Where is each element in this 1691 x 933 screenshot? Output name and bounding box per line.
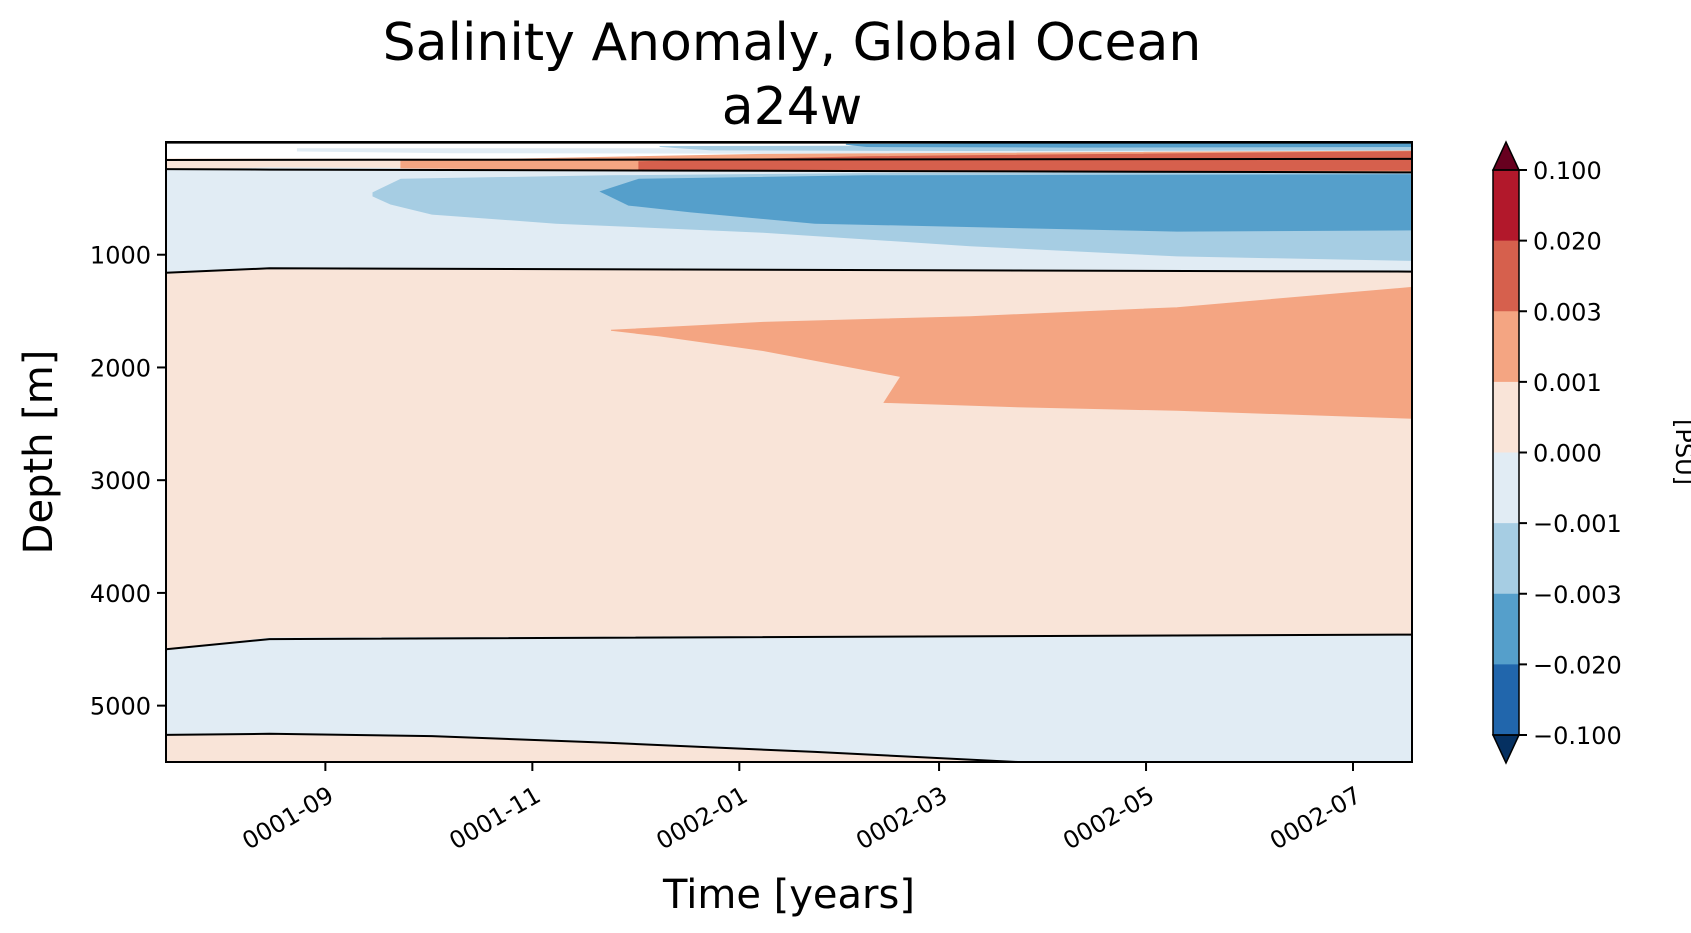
contour-region-near-surface-salty-strong [638,151,1412,172]
contour-fill-group [166,142,1412,762]
y-tick-label: 1000 [90,242,151,270]
colorbar-band [1493,452,1519,524]
plot-frame [165,141,1413,763]
contour-region-intermediate-fresh-strong [599,174,1412,232]
colorbar-band [1493,240,1519,312]
contour-line-upper-2 [166,168,1412,174]
colorbar-band [1493,523,1519,595]
x-tick-label: 0002-01 [651,781,752,855]
contour-region-deep-positive [166,158,1412,762]
colorbar-band [1493,311,1519,383]
x-tick-label: 0002-07 [1265,781,1366,855]
colorbar-tick-label: 0.000 [1533,440,1602,468]
y-tick-label: 2000 [90,354,151,382]
colorbar-extend-max [1491,140,1521,171]
contour-line-deep-2 [166,732,1018,762]
colorbar-band [1493,664,1519,736]
chart-title: Salinity Anomaly, Global Ocean [383,13,1202,73]
chart-subtitle: a24w [722,77,863,137]
colorbar-tick-label: −0.020 [1533,651,1622,679]
contour-line-deep-1 [166,633,1412,651]
y-tick-label: 3000 [90,467,151,495]
y-axis-label: Depth [m] [16,350,62,555]
y-tick-label: 4000 [90,580,151,608]
colorbar-label: [PSU] [1670,419,1691,485]
colorbar-tick-label: −0.100 [1533,722,1622,750]
contour-region-mid-depth-salty [610,286,1412,419]
colorbar-tick-label: 0.020 [1533,228,1602,256]
contour-line-mid-1 [166,267,1412,274]
y-axis: 1000 2000 3000 4000 5000 [90,242,166,721]
contour-region-surface-fresh-strong [845,142,1412,148]
colorbar: 0.100 0.020 0.003 0.001 0.000 −0.001 −0.003 −0.… [1491,140,1622,765]
colorbar-extend-min [1491,734,1521,765]
colorbar-tick-label: 0.100 [1533,157,1602,185]
x-axis: 0001-09 0001-11 0002-01 0002-03 0002-05 0002-… [238,762,1366,855]
x-tick-label: 0001-11 [445,781,546,855]
y-tick-label: 5000 [90,693,151,721]
colorbar-tick-label: −0.001 [1533,510,1622,538]
x-tick-label: 0002-03 [851,781,952,855]
colorbar-band [1493,381,1519,453]
x-tick-label: 0001-09 [238,781,339,855]
colorbar-tick-label: 0.003 [1533,298,1602,326]
colorbar-tick-label: −0.003 [1533,581,1622,609]
colorbar-band [1493,593,1519,665]
x-tick-label: 0002-05 [1058,781,1159,855]
colorbar-tick-label: 0.001 [1533,369,1602,397]
colorbar-band [1493,170,1519,242]
x-axis-label: Time [years] [662,872,915,918]
contour-line-upper-1 [166,157,1412,161]
